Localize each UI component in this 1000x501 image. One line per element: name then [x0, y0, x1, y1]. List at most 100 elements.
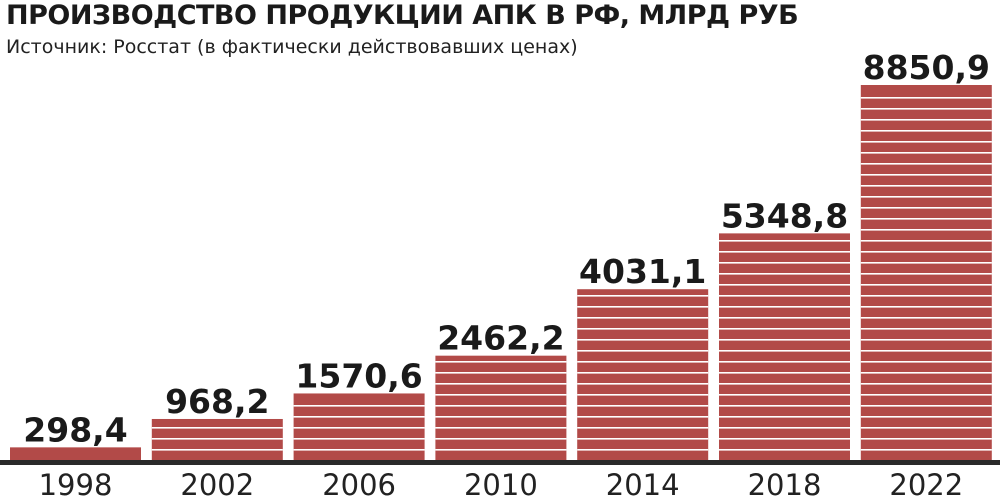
year-labels-group: 1998 2002 2006 2010 2014 2018 2022	[39, 468, 964, 501]
bars-group	[10, 85, 992, 460]
bar-2022	[860, 85, 992, 460]
bar-stripe	[719, 427, 850, 429]
bar-stripe	[860, 240, 992, 242]
bar-stripe	[860, 449, 992, 451]
bar-stripe	[719, 317, 850, 319]
bar-stripe	[577, 449, 709, 451]
bar-stripe	[293, 449, 425, 451]
bar-stripe	[860, 438, 992, 440]
bar-stripe	[719, 339, 850, 341]
bar-stripe	[860, 361, 992, 363]
year-label-2018: 2018	[748, 468, 822, 501]
bar-stripe	[719, 306, 850, 308]
bar-stripe	[719, 284, 850, 286]
bar-stripe	[719, 295, 850, 297]
bar-stripe	[860, 306, 992, 308]
bar-stripe	[435, 383, 567, 385]
bar-stripe	[435, 449, 567, 451]
bar-1998	[10, 447, 141, 460]
year-label-2006: 2006	[322, 468, 396, 501]
value-label-2006: 1570,6	[295, 356, 422, 395]
bar-stripe	[435, 361, 567, 363]
value-label-2010: 2462,2	[437, 319, 564, 358]
value-label-2022: 8850,9	[863, 48, 990, 87]
bar-stripe	[860, 152, 992, 154]
bar-stripe	[293, 416, 425, 418]
year-label-2022: 2022	[889, 468, 963, 501]
bar-stripe	[719, 251, 850, 253]
bar-stripe	[577, 405, 709, 407]
bar-stripe	[577, 438, 709, 440]
bar-stripe	[860, 284, 992, 286]
bar-stripe	[719, 372, 850, 374]
bar-stripe	[860, 328, 992, 330]
bar-stripe	[151, 449, 283, 451]
bar-stripe	[719, 350, 850, 352]
bar-stripe	[860, 163, 992, 165]
bar-stripe	[860, 218, 992, 220]
bar-stripe	[719, 262, 850, 264]
bar-stripe	[719, 394, 850, 396]
bar-stripe	[860, 185, 992, 187]
value-label-2014: 4031,1	[579, 252, 706, 291]
bar-stripe	[293, 427, 425, 429]
bar-stripe	[577, 350, 709, 352]
bar-stripe	[719, 449, 850, 451]
bar-stripe	[860, 97, 992, 99]
bar-stripe	[860, 405, 992, 407]
bar-stripe	[719, 405, 850, 407]
bar-stripe	[719, 416, 850, 418]
bar-stripe	[151, 427, 283, 429]
bar-stripe	[577, 317, 709, 319]
bar-2014	[577, 289, 709, 460]
bar-stripe	[860, 229, 992, 231]
bar-stripe	[577, 306, 709, 308]
bar-stripe	[577, 416, 709, 418]
bar-stripe	[719, 361, 850, 363]
bar-stripe	[293, 438, 425, 440]
bar-stripe	[435, 405, 567, 407]
bar-stripe	[577, 295, 709, 297]
bar-stripe	[860, 119, 992, 121]
bar-stripe	[719, 240, 850, 242]
bar-stripe	[577, 372, 709, 374]
bar-stripe	[577, 394, 709, 396]
bar-stripe	[577, 383, 709, 385]
bar-2006	[293, 393, 425, 460]
bar-stripe	[860, 273, 992, 275]
value-label-1998: 298,4	[23, 410, 127, 449]
bar-stripe	[860, 339, 992, 341]
bar-stripe	[577, 361, 709, 363]
stripes-group	[151, 97, 992, 451]
chart-subtitle: Источник: Росстат (в фактически действов…	[6, 36, 578, 58]
bar-stripe	[860, 295, 992, 297]
bar-stripe	[860, 141, 992, 143]
bar-stripe	[860, 196, 992, 198]
bar-stripe	[435, 394, 567, 396]
bar-stripe	[577, 427, 709, 429]
bar-stripe	[719, 273, 850, 275]
bar-stripe	[577, 328, 709, 330]
bar-stripe	[860, 207, 992, 209]
bar-stripe	[577, 339, 709, 341]
bar-stripe	[860, 416, 992, 418]
year-label-2010: 2010	[464, 468, 538, 501]
bar-2018	[719, 233, 850, 460]
bar-stripe	[860, 317, 992, 319]
bar-stripe	[860, 372, 992, 374]
x-axis-baseline	[0, 460, 1000, 465]
bar-stripe	[860, 383, 992, 385]
bar-stripe	[860, 394, 992, 396]
bar-stripe	[860, 108, 992, 110]
bar-stripe	[860, 130, 992, 132]
bar-stripe	[860, 251, 992, 253]
bar-stripe	[435, 416, 567, 418]
bar-2010	[435, 355, 567, 460]
bar-stripe	[860, 350, 992, 352]
bar-stripe	[860, 427, 992, 429]
bar-stripe	[719, 383, 850, 385]
year-label-2014: 2014	[606, 468, 680, 501]
value-label-2002: 968,2	[165, 382, 269, 421]
bar-stripe	[719, 328, 850, 330]
